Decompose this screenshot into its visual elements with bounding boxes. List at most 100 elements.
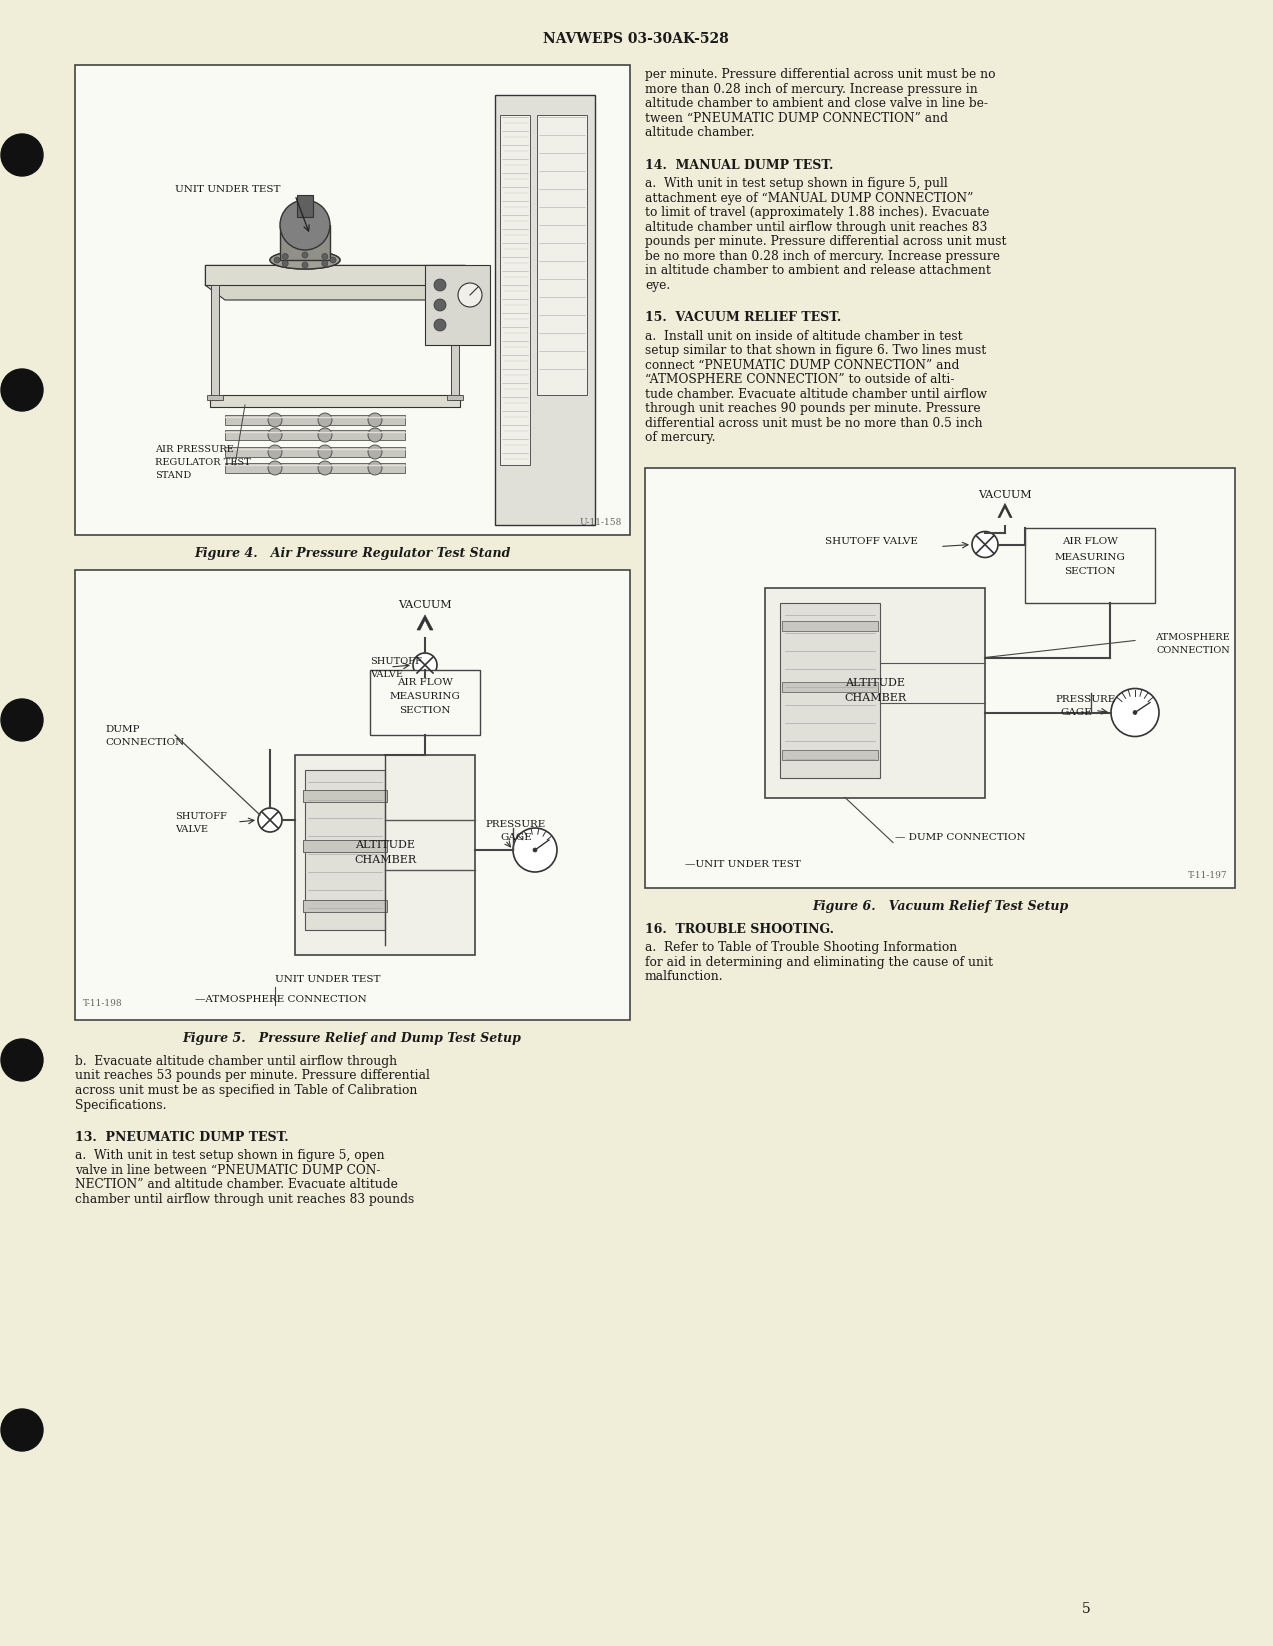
Text: for aid in determining and eliminating the cause of unit: for aid in determining and eliminating t… <box>645 955 993 968</box>
Text: be no more than 0.28 inch of mercury. Increase pressure: be no more than 0.28 inch of mercury. In… <box>645 250 1001 262</box>
Text: attachment eye of “MANUAL DUMP CONNECTION”: attachment eye of “MANUAL DUMP CONNECTIO… <box>645 191 974 204</box>
Text: CONNECTION: CONNECTION <box>1156 645 1230 655</box>
Circle shape <box>302 262 308 268</box>
Text: of mercury.: of mercury. <box>645 431 715 444</box>
Text: to limit of travel (approximately 1.88 inches). Evacuate: to limit of travel (approximately 1.88 i… <box>645 206 989 219</box>
Text: GAGE: GAGE <box>500 833 532 843</box>
Circle shape <box>280 201 330 250</box>
Text: AIR FLOW: AIR FLOW <box>397 678 453 686</box>
Circle shape <box>322 253 328 260</box>
Text: SECTION: SECTION <box>1064 568 1115 576</box>
Circle shape <box>368 444 382 459</box>
Ellipse shape <box>270 250 340 268</box>
Text: MEASURING: MEASURING <box>390 691 461 701</box>
Circle shape <box>1 133 43 176</box>
Bar <box>225 463 405 472</box>
Text: SECTION: SECTION <box>400 706 451 714</box>
Circle shape <box>368 428 382 443</box>
Circle shape <box>318 413 332 426</box>
Text: VALVE: VALVE <box>370 670 404 680</box>
Text: VALVE: VALVE <box>174 825 207 835</box>
Bar <box>782 621 878 630</box>
Circle shape <box>283 253 288 260</box>
Text: SHUTOFF VALVE: SHUTOFF VALVE <box>825 537 918 545</box>
Text: unit reaches 53 pounds per minute. Pressure differential: unit reaches 53 pounds per minute. Press… <box>75 1070 430 1083</box>
Circle shape <box>283 260 288 267</box>
Circle shape <box>302 252 308 258</box>
Bar <box>782 681 878 691</box>
Text: 5: 5 <box>1082 1602 1091 1616</box>
Circle shape <box>258 808 283 831</box>
Text: malfunction.: malfunction. <box>645 969 723 983</box>
Text: CHAMBER: CHAMBER <box>844 693 906 703</box>
Circle shape <box>412 653 437 677</box>
Circle shape <box>274 257 280 263</box>
Circle shape <box>973 532 998 558</box>
Polygon shape <box>205 265 465 285</box>
Text: “ATMOSPHERE CONNECTION” to outside of alti-: “ATMOSPHERE CONNECTION” to outside of al… <box>645 374 955 387</box>
Text: UNIT UNDER TEST: UNIT UNDER TEST <box>275 974 381 984</box>
Circle shape <box>1 369 43 412</box>
Circle shape <box>1 1409 43 1452</box>
Text: eye.: eye. <box>645 278 671 291</box>
Text: MEASURING: MEASURING <box>1054 553 1125 561</box>
Circle shape <box>318 444 332 459</box>
Bar <box>645 467 1235 887</box>
Text: tude chamber. Evacuate altitude chamber until airflow: tude chamber. Evacuate altitude chamber … <box>645 387 987 400</box>
Text: altitude chamber until airflow through unit reaches 83: altitude chamber until airflow through u… <box>645 221 988 234</box>
Text: NAVWEPS 03-30AK-528: NAVWEPS 03-30AK-528 <box>544 31 729 46</box>
Polygon shape <box>418 616 433 630</box>
Circle shape <box>1111 688 1158 736</box>
Text: Specifications.: Specifications. <box>75 1098 167 1111</box>
Text: —ATMOSPHERE CONNECTION: —ATMOSPHERE CONNECTION <box>195 994 367 1004</box>
Bar <box>303 900 387 912</box>
Bar <box>500 115 530 466</box>
Text: REGULATOR TEST: REGULATOR TEST <box>155 458 251 467</box>
Bar <box>75 64 630 535</box>
Bar <box>295 756 475 955</box>
Circle shape <box>458 283 482 308</box>
Text: VACUUM: VACUUM <box>398 601 452 611</box>
Text: ALTITUDE: ALTITUDE <box>355 839 415 849</box>
Bar <box>211 285 219 400</box>
Text: tween “PNEUMATIC DUMP CONNECTION” and: tween “PNEUMATIC DUMP CONNECTION” and <box>645 112 948 125</box>
Text: U-11-158: U-11-158 <box>579 518 622 527</box>
Text: valve in line between “PNEUMATIC DUMP CON-: valve in line between “PNEUMATIC DUMP CO… <box>75 1164 381 1177</box>
Text: a.  With unit in test setup shown in figure 5, pull: a. With unit in test setup shown in figu… <box>645 178 948 189</box>
Bar <box>537 115 587 395</box>
Text: 14.  MANUAL DUMP TEST.: 14. MANUAL DUMP TEST. <box>645 158 834 171</box>
Text: NECTION” and altitude chamber. Evacuate altitude: NECTION” and altitude chamber. Evacuate … <box>75 1179 398 1192</box>
Circle shape <box>318 461 332 476</box>
Circle shape <box>513 828 558 872</box>
Bar <box>280 226 330 260</box>
Circle shape <box>1133 711 1137 714</box>
Text: GAGE: GAGE <box>1060 708 1092 716</box>
Text: a.  Refer to Table of Trouble Shooting Information: a. Refer to Table of Trouble Shooting In… <box>645 942 957 955</box>
Text: more than 0.28 inch of mercury. Increase pressure in: more than 0.28 inch of mercury. Increase… <box>645 82 978 95</box>
Text: DUMP: DUMP <box>104 724 140 734</box>
Bar <box>370 670 480 736</box>
Text: PRESSURE: PRESSURE <box>485 820 545 830</box>
Circle shape <box>318 428 332 443</box>
Text: 16.  TROUBLE SHOOTING.: 16. TROUBLE SHOOTING. <box>645 922 834 935</box>
Circle shape <box>1 1039 43 1081</box>
Bar <box>225 415 405 425</box>
Bar <box>425 265 490 346</box>
Text: — DUMP CONNECTION: — DUMP CONNECTION <box>895 833 1026 841</box>
Text: ATMOSPHERE: ATMOSPHERE <box>1156 632 1230 642</box>
Bar <box>207 395 223 400</box>
Circle shape <box>269 461 283 476</box>
Text: STAND: STAND <box>155 471 191 481</box>
Text: CONNECTION: CONNECTION <box>104 737 185 747</box>
Text: per minute. Pressure differential across unit must be no: per minute. Pressure differential across… <box>645 67 995 81</box>
Text: AIR PRESSURE: AIR PRESSURE <box>155 444 234 454</box>
Circle shape <box>368 461 382 476</box>
Bar <box>75 570 630 1021</box>
Text: across unit must be as specified in Table of Calibration: across unit must be as specified in Tabl… <box>75 1085 418 1096</box>
Text: 15.  VACUUM RELIEF TEST.: 15. VACUUM RELIEF TEST. <box>645 311 841 324</box>
Bar <box>225 448 405 458</box>
Text: Figure 6.   Vacuum Relief Test Setup: Figure 6. Vacuum Relief Test Setup <box>812 899 1068 912</box>
Text: UNIT UNDER TEST: UNIT UNDER TEST <box>174 184 280 194</box>
Bar <box>495 95 594 525</box>
Bar <box>447 395 463 400</box>
